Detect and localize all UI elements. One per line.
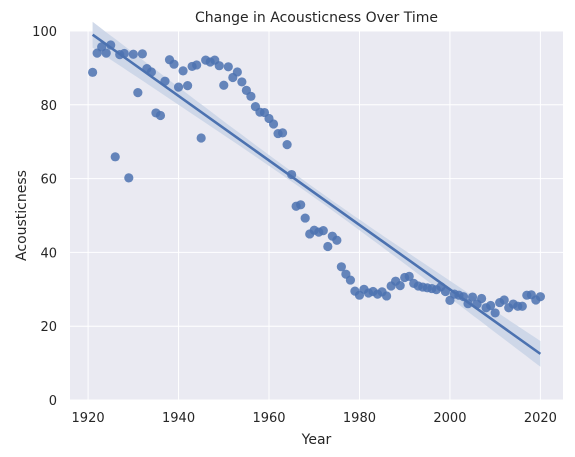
y-tick-label: 100 xyxy=(32,25,57,40)
data-point xyxy=(246,91,256,101)
data-point xyxy=(345,275,356,285)
data-point xyxy=(476,293,487,304)
data-point xyxy=(192,60,202,70)
x-tick-label: 1940 xyxy=(162,411,195,426)
y-tick-label: 40 xyxy=(40,246,57,261)
data-point xyxy=(404,271,414,281)
data-point xyxy=(88,67,98,77)
x-tick-label: 2020 xyxy=(524,411,557,426)
x-tick-label: 1960 xyxy=(252,411,285,426)
data-point xyxy=(196,133,206,143)
x-tick-label: 1980 xyxy=(343,411,376,426)
data-point xyxy=(323,241,333,252)
x-tick-label: 2000 xyxy=(433,411,466,426)
data-point xyxy=(137,49,147,59)
x-axis-label: Year xyxy=(301,432,332,448)
grid-lines xyxy=(70,30,563,401)
data-point xyxy=(214,61,224,71)
data-point xyxy=(395,281,405,291)
data-point xyxy=(467,292,478,302)
data-point xyxy=(232,67,242,77)
data-point xyxy=(128,49,138,59)
data-point xyxy=(133,88,143,98)
data-point xyxy=(382,291,392,301)
data-point xyxy=(178,66,188,76)
data-point xyxy=(268,119,279,129)
data-point xyxy=(237,77,247,87)
data-point xyxy=(182,81,193,91)
regression-line xyxy=(91,33,542,355)
data-point xyxy=(332,235,342,245)
data-point xyxy=(318,226,328,236)
data-point xyxy=(101,48,111,58)
y-tick-label: 0 xyxy=(49,394,57,409)
data-point xyxy=(535,292,545,302)
data-point xyxy=(296,200,306,210)
data-point xyxy=(219,80,229,90)
data-point xyxy=(282,140,292,150)
x-tick-labels: 1920 1940 1960 1980 2000 2020 xyxy=(72,411,557,426)
y-tick-label: 80 xyxy=(40,99,57,114)
data-point xyxy=(124,173,134,183)
data-point xyxy=(499,295,509,305)
data-point xyxy=(169,59,179,69)
data-point xyxy=(110,152,120,162)
data-point xyxy=(490,308,500,318)
y-tick-label: 20 xyxy=(40,320,57,335)
chart-title: Change in Acousticness Over Time xyxy=(195,10,438,26)
data-point xyxy=(517,301,527,311)
y-tick-labels: 0 20 40 60 80 100 xyxy=(32,25,57,409)
data-point xyxy=(486,300,496,311)
data-point xyxy=(155,110,166,121)
y-tick-label: 60 xyxy=(40,173,57,188)
data-point xyxy=(300,213,310,223)
data-point xyxy=(173,82,184,92)
data-point xyxy=(277,128,288,138)
plot-background xyxy=(70,31,563,400)
x-tick-label: 1920 xyxy=(72,411,105,426)
data-point xyxy=(336,262,346,272)
y-axis-label: Acousticness xyxy=(14,170,30,261)
data-point xyxy=(223,62,233,72)
